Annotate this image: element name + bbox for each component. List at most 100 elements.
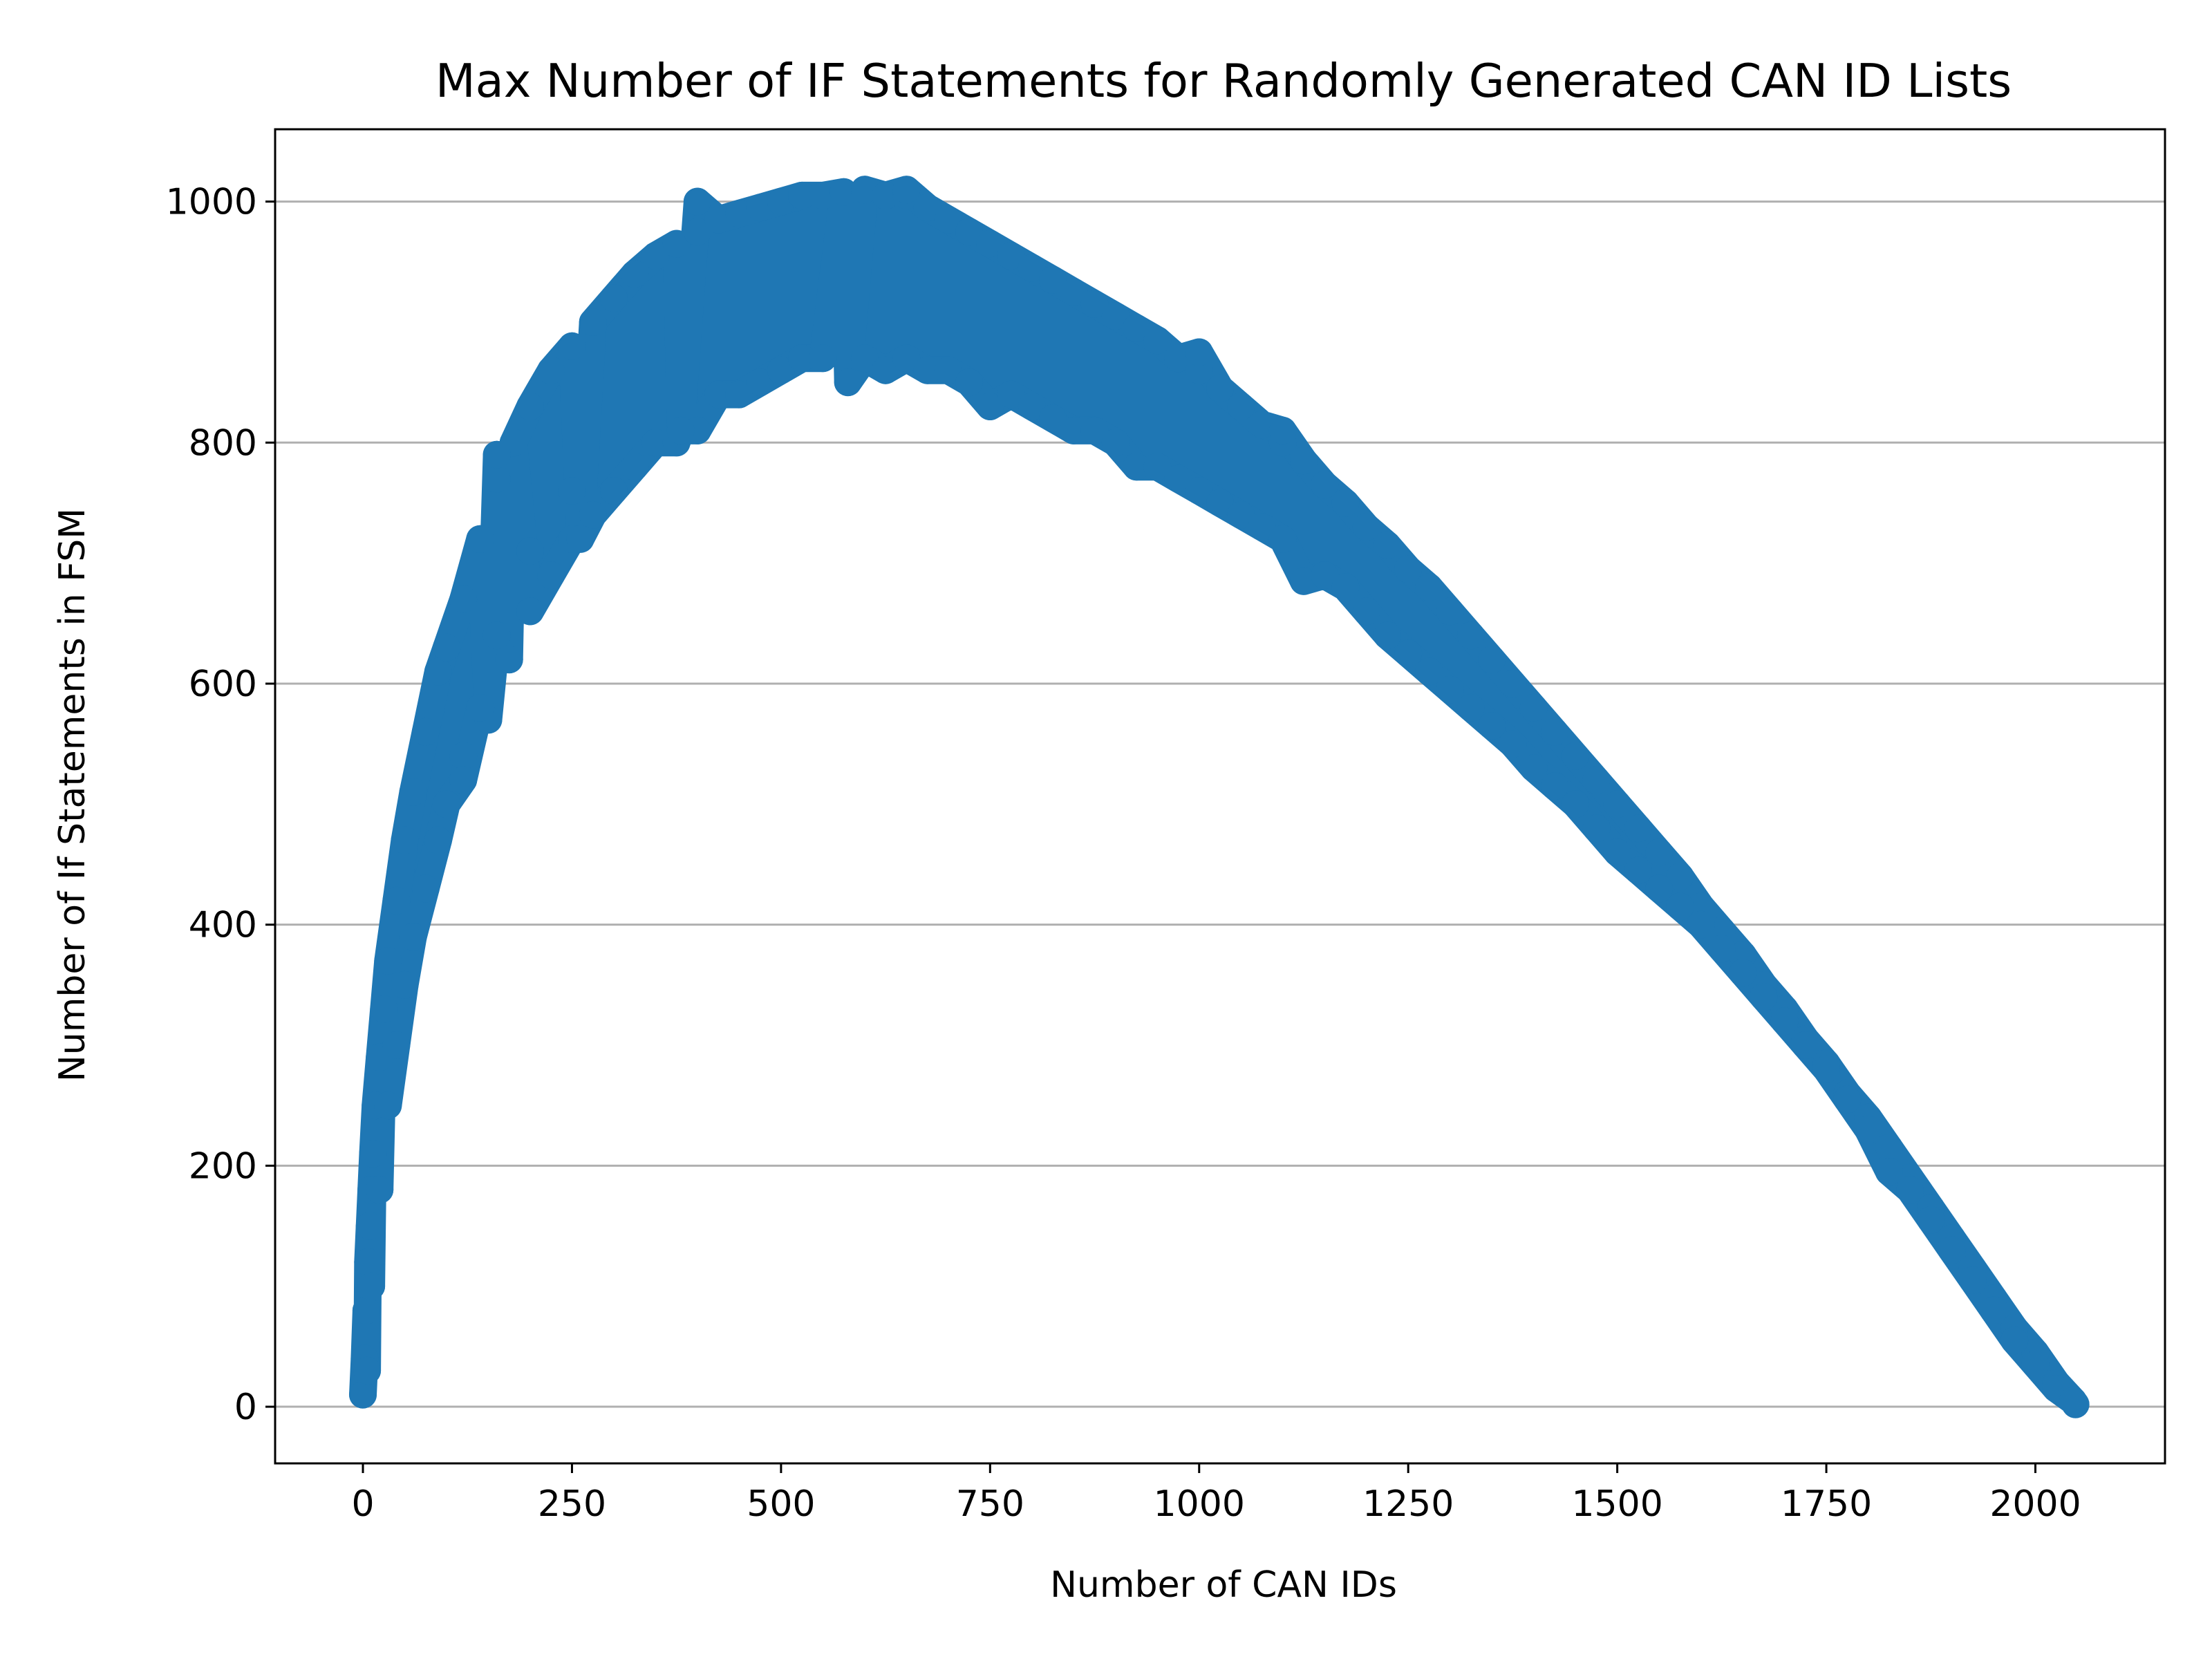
scatter-point [359, 1139, 387, 1168]
scatter-point [1519, 754, 1548, 782]
scatter-point [482, 465, 511, 493]
y-tick-label: 800 [189, 422, 257, 464]
scatter-point [934, 356, 962, 384]
scatter-point [872, 181, 900, 209]
scatter-point [1456, 621, 1485, 650]
scatter-point [1311, 471, 1339, 499]
scatter-point [809, 344, 837, 373]
scatter-point [466, 693, 494, 722]
scatter-point [1436, 597, 1464, 626]
scatter-point [850, 344, 879, 373]
scatter-point [516, 393, 544, 420]
scatter-point [830, 178, 858, 206]
scatter-point [1206, 489, 1234, 517]
scatter-point [366, 1176, 394, 1204]
scatter-point [1227, 500, 1255, 529]
scatter-point [566, 525, 594, 553]
plot-area-frame [274, 128, 2166, 1465]
scatter-point [433, 633, 460, 662]
y-tick-label: 400 [189, 905, 257, 946]
scatter-point [599, 284, 628, 312]
scatter-point [641, 429, 670, 457]
scatter-point [997, 242, 1025, 270]
scatter-point [1060, 278, 1088, 306]
scatter-point [1352, 597, 1380, 626]
scatter-point [913, 356, 941, 384]
scatter-point [1750, 983, 1778, 1011]
scatter-point [1248, 411, 1276, 439]
scatter-point [746, 194, 774, 222]
scatter-point [1101, 302, 1130, 330]
scatter-point [382, 1031, 411, 1059]
scatter-point [1666, 892, 1694, 921]
scatter-point [1206, 374, 1234, 402]
scatter-point [1331, 489, 1360, 517]
y-tick-label: 0 [234, 1387, 257, 1428]
scatter-point [399, 778, 427, 806]
scatter-point [913, 194, 941, 222]
x-axis-title: Number of CAN IDs [1050, 1564, 1397, 1606]
scatter-point [354, 1248, 382, 1276]
y-axis-title: Number of If Statements in FSM [52, 508, 93, 1082]
scatter-point [976, 393, 1004, 420]
scatter-point [1415, 657, 1443, 686]
scatter-point [725, 200, 753, 227]
scatter-point [1624, 856, 1652, 885]
scatter-point [834, 368, 862, 397]
scatter-point [411, 874, 440, 903]
scatter-point [374, 1091, 402, 1120]
scatter-point [788, 344, 816, 373]
scatter-point [1958, 1266, 1987, 1294]
scatter-point [1562, 790, 1590, 818]
scatter-point [391, 971, 419, 999]
scatter-point [1039, 265, 1067, 294]
scatter-point [449, 585, 478, 613]
scatter-point [767, 356, 795, 384]
scatter-point [449, 766, 478, 794]
scatter-point [466, 525, 494, 553]
scatter-point [1080, 416, 1109, 444]
scatter-point [850, 176, 879, 204]
scatter-point [1373, 531, 1401, 559]
scatter-point [579, 308, 607, 336]
scatter-point [1456, 693, 1485, 722]
scatter-point [1812, 1055, 1841, 1083]
scatter-point [1729, 959, 1757, 987]
scatter-point [621, 453, 649, 481]
scatter-point [1478, 646, 1506, 674]
scatter-point [1645, 838, 1674, 867]
scatter-point [892, 176, 921, 204]
scatter-point [934, 205, 962, 234]
scatter-point [872, 356, 900, 384]
scatter-point [558, 332, 586, 360]
scatter-point [955, 218, 984, 246]
scatter-point [1394, 639, 1423, 668]
scatter-point [746, 368, 774, 397]
scatter-point [1791, 1031, 1819, 1059]
scatter-point [976, 229, 1004, 258]
scatter-point [579, 500, 607, 529]
scatter-point [482, 440, 511, 469]
scatter-point [1123, 314, 1150, 342]
scatter-point [1248, 513, 1276, 541]
scatter-point [424, 657, 452, 686]
scatter-point [2059, 1387, 2087, 1415]
scatter-point [599, 477, 628, 505]
scatter-point [1060, 416, 1088, 444]
scatter-point [2000, 1327, 2029, 1355]
scatter-point [355, 1212, 384, 1240]
scatter-point [1603, 790, 1631, 818]
scatter-point [1143, 326, 1172, 355]
scatter-point [1540, 718, 1568, 746]
scatter-point [955, 368, 984, 397]
scatter-point [1311, 561, 1339, 590]
scatter-point [1185, 477, 1213, 505]
scatter-point [1707, 935, 1736, 963]
scatter-point [1875, 1158, 1903, 1186]
scatter-point [1540, 772, 1568, 800]
y-tick-label: 1000 [166, 182, 257, 223]
x-tick-label: 250 [538, 1483, 606, 1525]
scatter-point [357, 1272, 386, 1300]
scatter-point [382, 886, 411, 915]
